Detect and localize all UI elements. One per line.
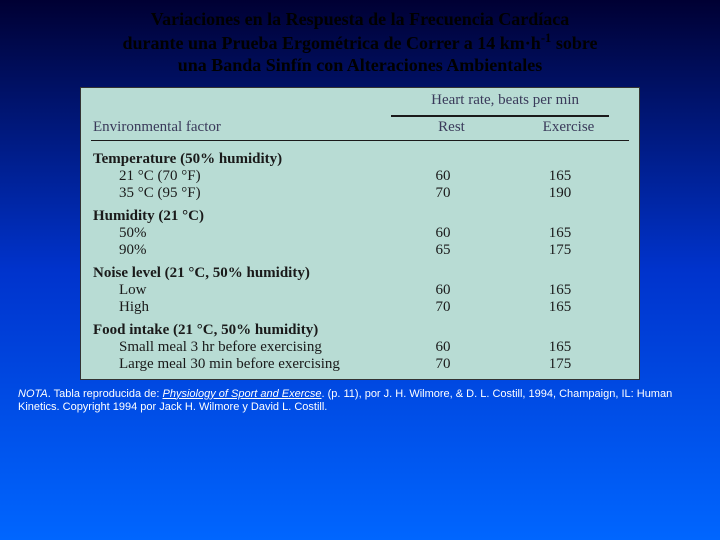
row-label: Low bbox=[119, 282, 393, 299]
row-exercise-value: 165 bbox=[493, 282, 627, 299]
row-label: 21 °C (70 °F) bbox=[119, 168, 393, 185]
col-header-factor: Environmental factor bbox=[93, 119, 393, 136]
table-row: 90%65175 bbox=[93, 242, 627, 259]
row-exercise-value: 175 bbox=[493, 356, 627, 373]
group-heading: Humidity (21 °C) bbox=[93, 208, 627, 225]
row-rest-value: 60 bbox=[393, 225, 493, 242]
note-source: Physiology of Sport and Exercse bbox=[163, 388, 322, 400]
note-text-1: . Tabla reproducida de: bbox=[48, 388, 163, 400]
table-row: 35 °C (95 °F)70190 bbox=[93, 185, 627, 202]
row-label: 35 °C (95 °F) bbox=[119, 185, 393, 202]
row-exercise-value: 175 bbox=[493, 242, 627, 259]
row-label: High bbox=[119, 299, 393, 316]
table-group: Food intake (21 °C, 50% humidity)Small m… bbox=[93, 322, 627, 373]
table-super-header: Heart rate, beats per min bbox=[81, 88, 639, 109]
group-heading: Temperature (50% humidity) bbox=[93, 151, 627, 168]
row-rest-value: 60 bbox=[393, 282, 493, 299]
table-header-row: Environmental factor Rest Exercise bbox=[81, 117, 639, 140]
group-heading: Food intake (21 °C, 50% humidity) bbox=[93, 322, 627, 339]
table-group: Noise level (21 °C, 50% humidity)Low6016… bbox=[93, 265, 627, 316]
table-row: Low60165 bbox=[93, 282, 627, 299]
col-header-rest: Rest bbox=[393, 119, 510, 136]
row-label: 90% bbox=[119, 242, 393, 259]
row-label: Small meal 3 hr before exercising bbox=[119, 339, 393, 356]
table-row: 21 °C (70 °F)60165 bbox=[93, 168, 627, 185]
slide-title: Variaciones en la Respuesta de la Frecue… bbox=[0, 0, 720, 83]
col-header-exercise: Exercise bbox=[510, 119, 627, 136]
title-line-1: Variaciones en la Respuesta de la Frecue… bbox=[151, 9, 569, 29]
citation-note: NOTA. Tabla reproducida de: Physiology o… bbox=[0, 384, 720, 414]
row-rest-value: 60 bbox=[393, 168, 493, 185]
title-line-2a: durante una Prueba Ergométrica de Correr… bbox=[123, 33, 541, 53]
table-row: Large meal 30 min before exercising70175 bbox=[93, 356, 627, 373]
table-row: High70165 bbox=[93, 299, 627, 316]
table-group: Temperature (50% humidity)21 °C (70 °F)6… bbox=[93, 151, 627, 202]
note-lead: NOTA bbox=[18, 388, 48, 400]
header-rule-short bbox=[391, 109, 609, 117]
row-exercise-value: 165 bbox=[493, 299, 627, 316]
row-label: Large meal 30 min before exercising bbox=[119, 356, 393, 373]
row-label: 50% bbox=[119, 225, 393, 242]
row-rest-value: 70 bbox=[393, 356, 493, 373]
title-line-2b: sobre bbox=[551, 33, 597, 53]
row-exercise-value: 165 bbox=[493, 225, 627, 242]
data-table: Heart rate, beats per min Environmental … bbox=[80, 87, 640, 380]
row-rest-value: 70 bbox=[393, 299, 493, 316]
group-heading: Noise level (21 °C, 50% humidity) bbox=[93, 265, 627, 282]
title-line-3: una Banda Sinfín con Alteraciones Ambien… bbox=[178, 55, 543, 75]
row-exercise-value: 190 bbox=[493, 185, 627, 202]
row-rest-value: 70 bbox=[393, 185, 493, 202]
row-exercise-value: 165 bbox=[493, 168, 627, 185]
table-row: Small meal 3 hr before exercising60165 bbox=[93, 339, 627, 356]
row-rest-value: 65 bbox=[393, 242, 493, 259]
title-sup: -1 bbox=[541, 31, 552, 45]
row-rest-value: 60 bbox=[393, 339, 493, 356]
table-row: 50%60165 bbox=[93, 225, 627, 242]
table-group: Humidity (21 °C)50%6016590%65175 bbox=[93, 208, 627, 259]
table-body: Temperature (50% humidity)21 °C (70 °F)6… bbox=[81, 141, 639, 379]
row-exercise-value: 165 bbox=[493, 339, 627, 356]
